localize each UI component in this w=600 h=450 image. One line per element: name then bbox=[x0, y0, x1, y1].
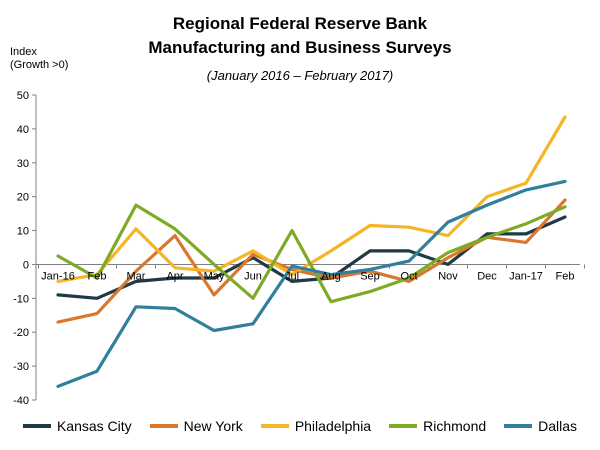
chart-title-line1: Regional Federal Reserve Bank bbox=[172, 14, 428, 33]
y-tick-label: 20 bbox=[17, 192, 29, 204]
legend-item: Philadelphia bbox=[260, 418, 372, 434]
y-tick-label: -20 bbox=[13, 327, 29, 339]
legend-label: Richmond bbox=[423, 418, 487, 434]
legend-label: Kansas City bbox=[56, 418, 132, 434]
series-line-richmond bbox=[56, 203, 567, 304]
legend-label: New York bbox=[183, 418, 243, 434]
x-tick-label: Apr bbox=[166, 270, 183, 282]
series-line-philadelphia bbox=[56, 115, 567, 283]
y-tick-label: 40 bbox=[17, 124, 29, 136]
y-tick-label: 50 bbox=[17, 90, 29, 102]
legend-label: Dallas bbox=[538, 418, 578, 434]
x-tick-label: Nov bbox=[438, 270, 458, 282]
x-tick-label: Jul bbox=[285, 270, 299, 282]
legend-item: Richmond bbox=[389, 418, 486, 434]
x-tick-label: Aug bbox=[321, 270, 341, 282]
x-tick-label: Jan-16 bbox=[41, 270, 75, 282]
legend-swatch bbox=[260, 424, 289, 428]
x-tick-labels: Jan-16 Feb Mar Apr May Jun Jul Aug Sep Oct Nov Dec J… bbox=[41, 270, 574, 282]
y-tick-label: 10 bbox=[17, 226, 29, 238]
legend-item: New York bbox=[149, 418, 243, 434]
x-tick-label: Feb bbox=[88, 270, 107, 282]
y-axis-label: Index (Growth >0) bbox=[10, 46, 68, 72]
y-tick-label: 0 bbox=[23, 259, 29, 271]
x-tick-label: Jun bbox=[244, 270, 262, 282]
legend-item: Kansas City bbox=[22, 418, 132, 434]
x-tick-label: Feb bbox=[556, 270, 575, 282]
x-tick-label: Jan-17 bbox=[509, 270, 543, 282]
y-axis-label-line1: Index bbox=[10, 46, 37, 58]
legend-swatch bbox=[504, 424, 533, 428]
y-axis-label-line2: (Growth >0) bbox=[10, 59, 69, 71]
legend-item: Dallas bbox=[504, 418, 577, 434]
legend-swatch bbox=[389, 424, 418, 428]
y-tick-label: -10 bbox=[13, 293, 29, 305]
y-tick-label: -40 bbox=[13, 395, 29, 407]
x-tick-label: Sep bbox=[360, 270, 380, 282]
series-lines bbox=[56, 115, 567, 388]
x-tick-label: Mar bbox=[127, 270, 146, 282]
x-tick-label: May bbox=[204, 270, 225, 282]
x-tick-label: Dec bbox=[477, 270, 497, 282]
legend-swatch bbox=[22, 424, 51, 428]
y-tick-label: -30 bbox=[13, 361, 29, 373]
legend-swatch bbox=[149, 424, 178, 428]
y-tick-label: 30 bbox=[17, 158, 29, 170]
legend: Kansas City New York Philadelphia Richmond D… bbox=[0, 418, 600, 434]
axes: -40 -30 -20 -10 0 10 20 30 40 50 bbox=[13, 90, 585, 407]
series-line-dallas bbox=[56, 179, 567, 388]
chart-title-line2: Manufacturing and Business Surveys bbox=[148, 38, 452, 57]
chart-subtitle: (January 2016 – February 2017) bbox=[206, 68, 394, 83]
legend-label: Philadelphia bbox=[294, 418, 372, 434]
x-tick-label: Oct bbox=[400, 270, 417, 282]
